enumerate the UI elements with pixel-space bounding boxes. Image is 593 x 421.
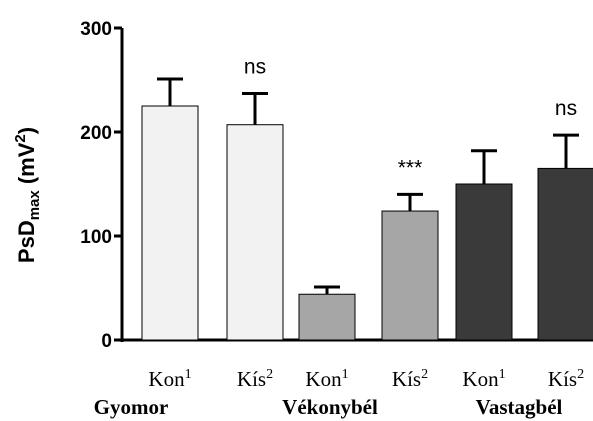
category-label-sup-4: 1 — [499, 367, 506, 382]
category-label-sup-2: 1 — [342, 367, 349, 382]
axes: 0 100 200 300 — [80, 19, 593, 352]
category-label-sup-5: 2 — [577, 367, 584, 382]
category-label-0: Kon1 — [148, 367, 191, 391]
y-tick-label-1: 100 — [80, 227, 112, 248]
bar-group-2 — [298, 285, 356, 341]
y-tick-label-0: 0 — [101, 331, 112, 352]
category-label-base-0: Kon — [148, 367, 185, 391]
group-label-0: Gyomor — [94, 395, 169, 419]
category-label-base-1: Kís — [237, 367, 266, 391]
y-tick-label-2: 200 — [80, 123, 112, 144]
y-label-sub: max — [26, 190, 43, 221]
significance-label-3: *** — [398, 156, 423, 179]
bar-5 — [537, 167, 593, 341]
category-label-sup-1: 2 — [266, 367, 273, 382]
category-label-base-2: Kon — [305, 367, 342, 391]
significance-label-1: ns — [244, 56, 266, 79]
bar-group-4 — [455, 149, 513, 341]
y-label-unit: (mV — [14, 142, 39, 184]
y-label-close: ) — [14, 127, 39, 134]
bar-1 — [226, 124, 284, 341]
bar-4 — [455, 183, 513, 341]
category-label-base-4: Kon — [462, 367, 499, 391]
y-axis-label: PsDmax (mV2) — [12, 127, 43, 263]
bars: ns *** ns — [141, 56, 593, 341]
bar-group-3: *** — [381, 156, 439, 341]
category-label-sup-3: 2 — [421, 367, 428, 382]
group-label-2: Vastagbél — [476, 395, 563, 419]
svg-text:PsDmax (mV2): PsDmax (mV2) — [12, 127, 43, 263]
y-tick-label-3: 300 — [80, 19, 112, 40]
bar-2 — [298, 293, 356, 341]
category-label-4: Kon1 — [462, 367, 505, 391]
category-label-5: Kís2 — [548, 367, 584, 391]
y-label-main: PsD — [14, 220, 39, 263]
bar-group-1: ns — [226, 56, 284, 341]
category-label-base-3: Kís — [392, 367, 421, 391]
y-label-sup: 2 — [12, 134, 29, 142]
category-label-base-5: Kís — [548, 367, 577, 391]
group-label-1: Vékonybél — [282, 395, 378, 419]
significance-label-5: ns — [555, 97, 577, 120]
category-label-3: Kís2 — [392, 367, 428, 391]
category-label-1: Kís2 — [237, 367, 273, 391]
category-label-2: Kon1 — [305, 367, 348, 391]
bar-0 — [141, 105, 199, 341]
bar-3 — [381, 210, 439, 341]
bar-group-0 — [141, 77, 199, 341]
bar-group-5: ns — [537, 97, 593, 341]
category-label-sup-0: 1 — [185, 367, 192, 382]
